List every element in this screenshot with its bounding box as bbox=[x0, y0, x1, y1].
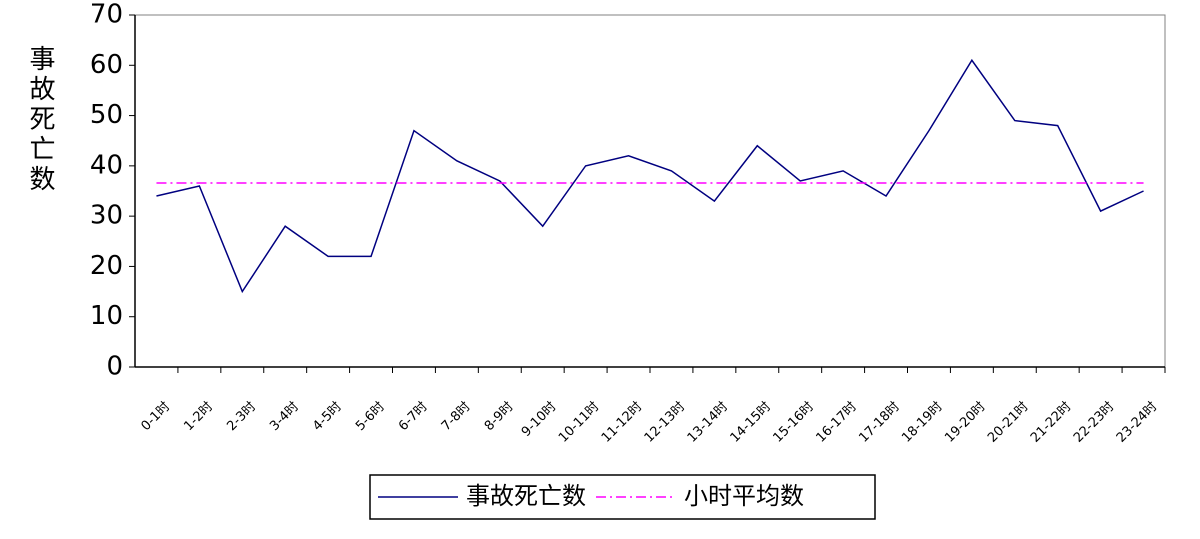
y-tick-label: 0 bbox=[106, 352, 123, 382]
x-tick-label: 6-7时 bbox=[396, 399, 431, 434]
legend: 事故死亡数 小时平均数 bbox=[369, 474, 876, 520]
series-line bbox=[156, 58, 1144, 294]
x-tick-label: 0-1时 bbox=[138, 399, 173, 434]
x-tick-label: 18-19时 bbox=[899, 399, 946, 446]
x-tick-label: 20-21时 bbox=[985, 399, 1032, 446]
x-tick-label: 21-22时 bbox=[1028, 399, 1075, 446]
plot-area bbox=[134, 14, 1166, 368]
x-tick-label: 23-24时 bbox=[1114, 399, 1161, 446]
y-tick-label: 40 bbox=[90, 150, 123, 180]
x-tick-label: 19-20时 bbox=[942, 399, 989, 446]
x-tick-label: 11-12时 bbox=[599, 399, 646, 446]
x-tick-label: 22-23时 bbox=[1071, 399, 1118, 446]
y-tick-label: 60 bbox=[90, 50, 123, 80]
y-tick-label: 70 bbox=[90, 0, 123, 30]
y-tick-label: 30 bbox=[90, 201, 123, 231]
x-tick-label: 12-13时 bbox=[642, 399, 689, 446]
x-tick-label: 16-17时 bbox=[813, 399, 860, 446]
y-tick-label: 10 bbox=[90, 301, 123, 331]
y-tick-label: 50 bbox=[90, 100, 123, 130]
legend-label: 事故死亡数 bbox=[466, 482, 586, 510]
x-tick-label: 14-15时 bbox=[728, 399, 775, 446]
x-tick-label: 17-18时 bbox=[856, 399, 903, 446]
y-tick-label: 20 bbox=[90, 251, 123, 281]
x-tick-label: 3-4时 bbox=[267, 399, 302, 434]
x-tick-label: 7-8时 bbox=[439, 399, 474, 434]
legend-label: 小时平均数 bbox=[684, 482, 804, 510]
x-tick-label: 2-3时 bbox=[224, 399, 259, 434]
y-axis-label: 事故死亡数 bbox=[25, 45, 55, 195]
x-tick-label: 10-11时 bbox=[556, 399, 603, 446]
x-tick-label: 15-16时 bbox=[771, 399, 818, 446]
x-tick-label: 8-9时 bbox=[482, 399, 517, 434]
x-tick-label: 4-5时 bbox=[310, 399, 345, 434]
x-tick-label: 1-2时 bbox=[181, 399, 216, 434]
x-tick-label: 9-10时 bbox=[519, 399, 560, 440]
x-tick-label: 5-6时 bbox=[353, 399, 388, 434]
x-tick-label: 13-14时 bbox=[685, 399, 732, 446]
